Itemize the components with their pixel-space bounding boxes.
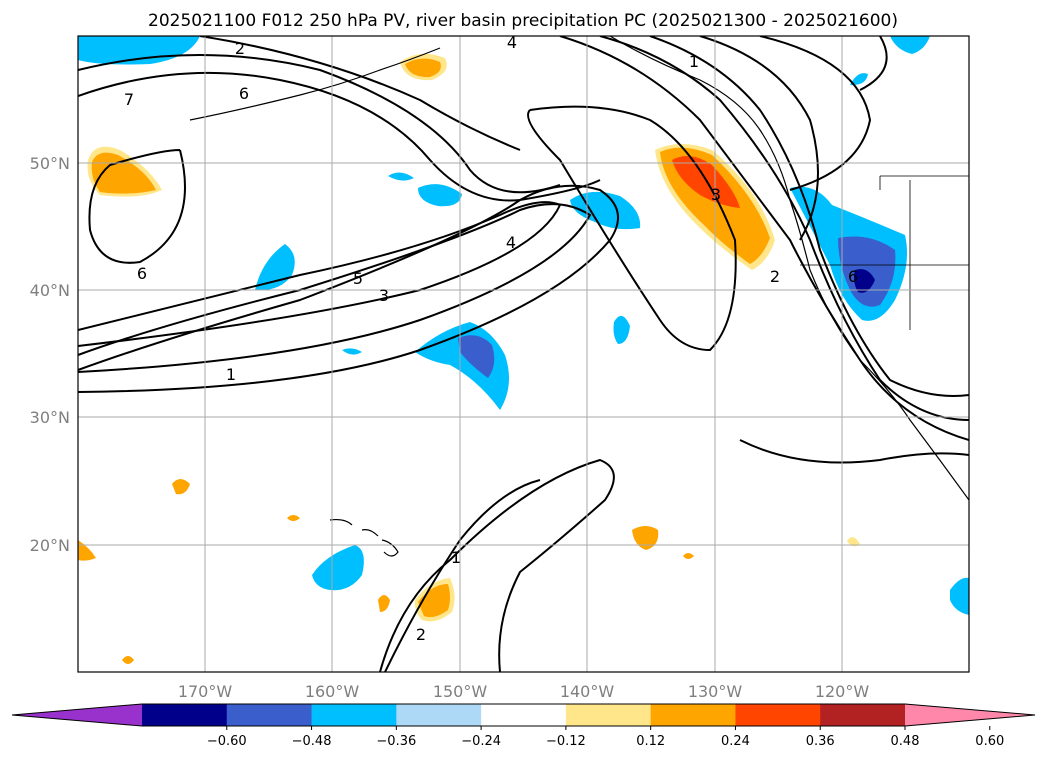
lon-label: 150°W (433, 682, 488, 701)
lon-label: 130°W (688, 682, 743, 701)
contour-label: 5 (353, 269, 363, 288)
lon-label: 120°W (815, 682, 870, 701)
contour-label: 7 (124, 90, 134, 109)
shade-area (854, 269, 875, 293)
colorbar-segment (311, 704, 397, 726)
contour-line (559, 36, 969, 441)
contour-label: 6 (137, 264, 147, 283)
contour-label: 1 (226, 365, 236, 384)
lat-label: 30°N (30, 408, 70, 427)
lat-label: 20°N (30, 536, 70, 555)
contour-label: 2 (416, 625, 426, 644)
colorbar-segment (226, 704, 313, 726)
lon-label: 140°W (560, 682, 615, 701)
colorbar-tick-label: 0.48 (891, 734, 920, 749)
colorbar-tick-label: −0.48 (292, 734, 332, 749)
north-america-coast (609, 36, 969, 501)
shade-area (418, 584, 450, 618)
longitude-labels: 170°W 160°W 150°W 140°W 130°W 120°W (178, 682, 870, 701)
colorbar-segment (565, 704, 652, 726)
contour-line (199, 36, 521, 151)
shade-area (78, 36, 200, 65)
colorbar-tick-label: 0.24 (721, 734, 750, 749)
contour-label: 3 (711, 185, 721, 204)
borders (800, 175, 969, 330)
colorbar-tick-label: −0.36 (376, 734, 416, 749)
shade-area (122, 656, 134, 664)
lat-label: 50°N (30, 154, 70, 173)
contour-line (78, 184, 619, 393)
aleutian-islands (189, 47, 441, 121)
shade-area (683, 553, 694, 559)
colorbar: −0.60 −0.48 −0.36 −0.24 −0.12 0.12 0.24 0.36 0.4… (11, 703, 1036, 749)
shade-area (405, 58, 441, 78)
contour-line (739, 439, 969, 464)
shade-area (418, 184, 462, 207)
latitude-labels: 50°N 40°N 30°N 20°N (30, 154, 70, 555)
colorbar-tick-label: 0.36 (806, 734, 835, 749)
contour-line (859, 36, 888, 91)
shade-area (458, 335, 495, 378)
lon-label: 170°W (178, 682, 233, 701)
contour-label: 6 (848, 267, 858, 286)
colorbar-tick-label: −0.12 (546, 734, 586, 749)
colorbar-tick-label: 0.60 (975, 734, 1004, 749)
contour-label: 1 (689, 52, 699, 71)
map-frame (77, 35, 970, 673)
contour-label: 2 (235, 39, 245, 58)
lon-label: 160°W (305, 682, 360, 701)
shade-area (847, 537, 860, 547)
contour-labels: 1 2 3 4 5 6 6 7 1 4 3 2 1 2 6 (124, 33, 858, 644)
contour-line (527, 105, 737, 352)
shade-area (672, 156, 740, 208)
contour-line (379, 458, 615, 672)
colorbar-segment (650, 704, 736, 726)
contour-label: 1 (451, 548, 461, 567)
shade-area (950, 577, 969, 615)
contour-line (78, 203, 592, 373)
shade-area (172, 479, 190, 495)
shade-area (378, 595, 390, 612)
contour-label: 3 (379, 286, 389, 305)
colorbar-segment (396, 704, 482, 726)
shade-area (632, 526, 659, 550)
colorbar-segment (735, 704, 821, 726)
shade-area (342, 348, 362, 355)
contour-line (699, 36, 819, 241)
map-title: 2025021100 F012 250 hPa PV, river basin … (148, 11, 898, 31)
colorbar-tick-label: −0.60 (207, 734, 247, 749)
contour-line (88, 149, 186, 264)
shade-area (570, 191, 641, 230)
colorbar-tick-label: −0.24 (461, 734, 501, 749)
shade-area (388, 172, 414, 181)
grid-lines (78, 36, 969, 672)
map-panel: 1 2 3 4 5 6 6 7 1 4 3 2 1 2 6 (77, 33, 970, 673)
colorbar-outline (11, 703, 1036, 727)
colorbar-segment (142, 704, 228, 726)
colorbar-segment (481, 704, 567, 726)
contour-label: 2 (770, 267, 780, 286)
lat-label: 40°N (30, 281, 70, 300)
shade-area (312, 545, 364, 591)
contour-line (649, 36, 969, 397)
contour-line (78, 71, 601, 202)
contour-line (78, 54, 561, 194)
shade-area (613, 315, 630, 344)
shade-area (890, 36, 930, 54)
map-background (78, 36, 969, 672)
coastlines (189, 36, 969, 557)
colorbar-tick-label: 0.12 (636, 734, 665, 749)
colorbar-extend-high (905, 704, 1035, 726)
contour-label: 6 (239, 84, 249, 103)
colorbar-extend-low (12, 704, 142, 726)
contour-label: 4 (507, 33, 517, 52)
shade-area (287, 515, 300, 521)
contour-line (759, 36, 872, 191)
shade-area (850, 73, 868, 86)
contour-label: 4 (506, 233, 516, 252)
colorbar-segment (820, 704, 906, 726)
contour-line (78, 201, 562, 347)
